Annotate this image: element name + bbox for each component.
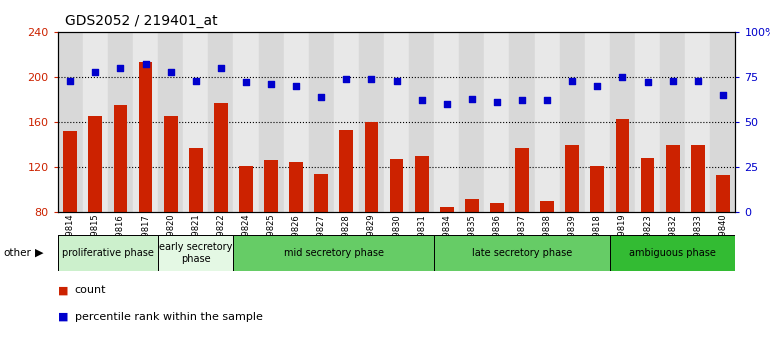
- Bar: [716, 175, 730, 212]
- Bar: [510, 32, 534, 212]
- Point: [139, 62, 152, 67]
- Point: [440, 101, 453, 107]
- Bar: [89, 116, 102, 212]
- Point: [541, 98, 554, 103]
- Bar: [214, 103, 228, 212]
- Bar: [666, 145, 679, 212]
- Point: [717, 92, 729, 98]
- Point: [516, 98, 528, 103]
- Bar: [390, 159, 403, 212]
- Text: ambiguous phase: ambiguous phase: [629, 248, 716, 258]
- Point: [466, 96, 478, 102]
- Point: [114, 65, 126, 71]
- Point: [416, 98, 428, 103]
- Bar: [560, 32, 584, 212]
- Point: [265, 81, 277, 87]
- Bar: [409, 32, 434, 212]
- FancyBboxPatch shape: [58, 235, 158, 271]
- FancyBboxPatch shape: [233, 235, 434, 271]
- Point: [215, 65, 227, 71]
- Point: [290, 83, 303, 89]
- Bar: [610, 32, 635, 212]
- Point: [490, 99, 503, 105]
- Bar: [384, 32, 409, 212]
- Point: [566, 78, 578, 84]
- Bar: [209, 32, 233, 212]
- Bar: [340, 130, 353, 212]
- Bar: [685, 32, 710, 212]
- Bar: [183, 32, 209, 212]
- FancyBboxPatch shape: [610, 235, 735, 271]
- Bar: [189, 148, 203, 212]
- Bar: [158, 32, 183, 212]
- Point: [591, 83, 604, 89]
- Point: [641, 80, 654, 85]
- Bar: [591, 166, 604, 212]
- Bar: [264, 160, 278, 212]
- Bar: [415, 156, 429, 212]
- Bar: [534, 32, 560, 212]
- Bar: [133, 32, 158, 212]
- Text: ▶: ▶: [35, 248, 43, 258]
- Text: late secretory phase: late secretory phase: [472, 248, 572, 258]
- Bar: [641, 158, 654, 212]
- Bar: [541, 201, 554, 212]
- Point: [315, 94, 327, 100]
- Point: [365, 76, 377, 82]
- Point: [189, 78, 202, 84]
- FancyBboxPatch shape: [434, 235, 610, 271]
- Bar: [164, 116, 178, 212]
- Bar: [309, 32, 334, 212]
- Bar: [691, 145, 705, 212]
- Text: percentile rank within the sample: percentile rank within the sample: [75, 312, 263, 322]
- Point: [165, 69, 177, 74]
- Bar: [660, 32, 685, 212]
- Point: [340, 76, 353, 82]
- Bar: [283, 32, 309, 212]
- Bar: [108, 32, 133, 212]
- Bar: [63, 131, 77, 212]
- Bar: [364, 122, 378, 212]
- Bar: [710, 32, 735, 212]
- Bar: [635, 32, 660, 212]
- Bar: [465, 199, 479, 212]
- Bar: [239, 166, 253, 212]
- Text: GDS2052 / 219401_at: GDS2052 / 219401_at: [65, 14, 218, 28]
- Bar: [290, 162, 303, 212]
- Bar: [139, 62, 152, 212]
- Bar: [584, 32, 610, 212]
- Text: proliferative phase: proliferative phase: [62, 248, 154, 258]
- Bar: [490, 203, 504, 212]
- Bar: [58, 32, 83, 212]
- Point: [616, 74, 628, 80]
- Text: ■: ■: [58, 285, 69, 295]
- Bar: [459, 32, 484, 212]
- Bar: [359, 32, 384, 212]
- Bar: [314, 174, 328, 212]
- Text: ■: ■: [58, 312, 69, 322]
- Bar: [484, 32, 510, 212]
- Bar: [259, 32, 283, 212]
- Point: [390, 78, 403, 84]
- Text: mid secretory phase: mid secretory phase: [284, 248, 383, 258]
- Point: [89, 69, 102, 74]
- Point: [239, 80, 252, 85]
- Text: early secretory
phase: early secretory phase: [159, 242, 233, 264]
- Text: count: count: [75, 285, 106, 295]
- Bar: [233, 32, 259, 212]
- Bar: [434, 32, 459, 212]
- Bar: [565, 145, 579, 212]
- Bar: [615, 119, 629, 212]
- Bar: [440, 207, 454, 212]
- FancyBboxPatch shape: [158, 235, 233, 271]
- Point: [64, 78, 76, 84]
- Bar: [515, 148, 529, 212]
- Point: [691, 78, 704, 84]
- Bar: [83, 32, 108, 212]
- Text: other: other: [4, 248, 32, 258]
- Point: [667, 78, 679, 84]
- Bar: [114, 105, 127, 212]
- Bar: [334, 32, 359, 212]
